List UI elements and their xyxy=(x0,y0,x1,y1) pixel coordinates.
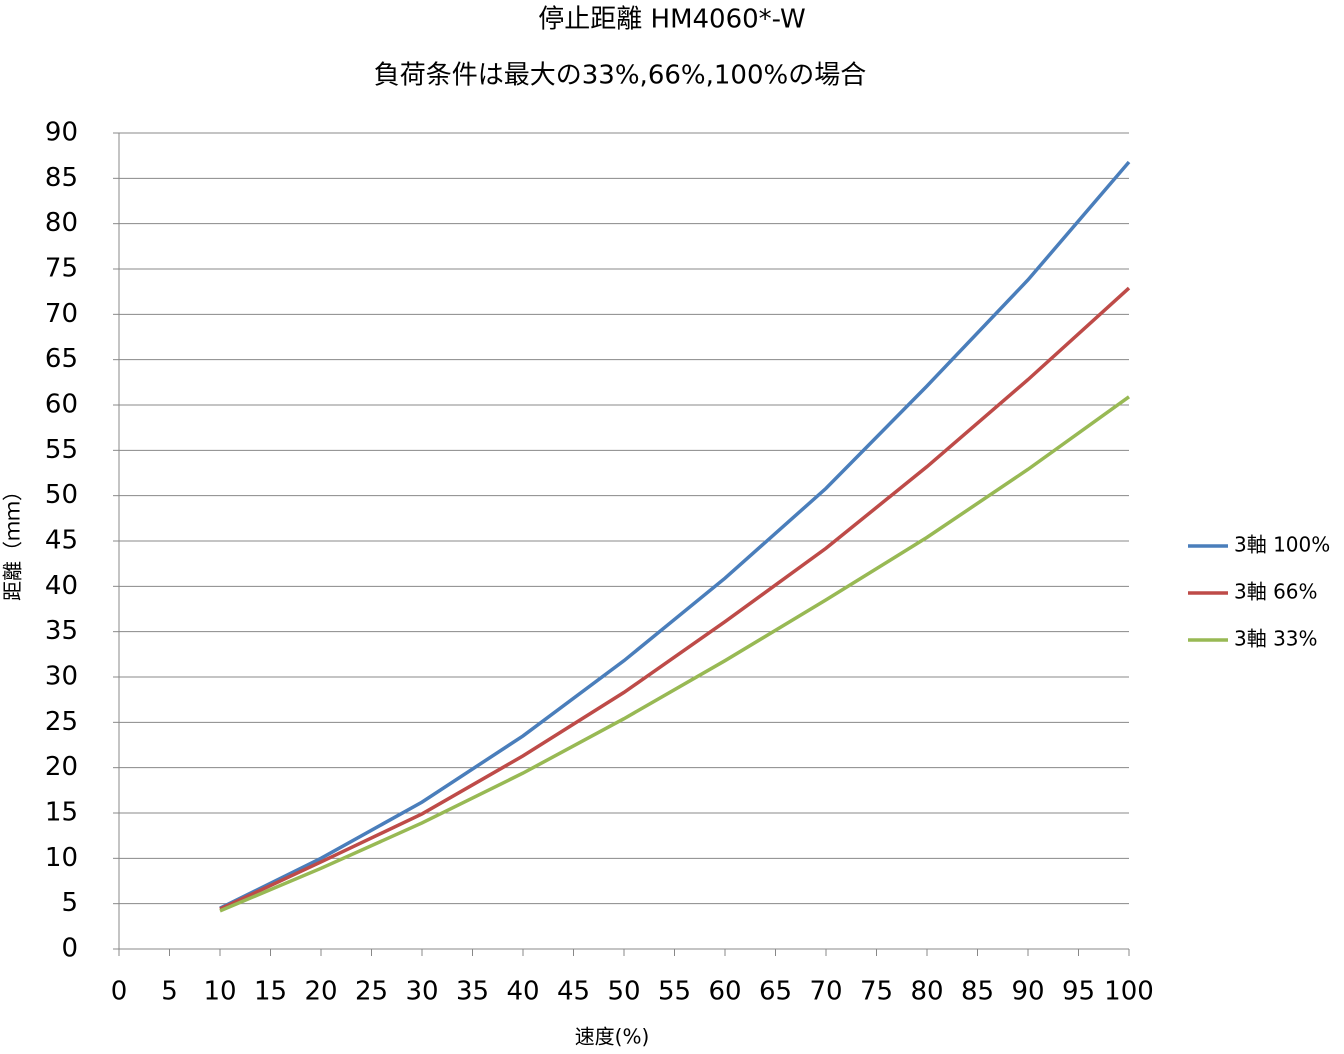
x-tick-label: 65 xyxy=(759,977,792,1007)
x-tick-label: 15 xyxy=(254,977,287,1007)
y-tick-label: 20 xyxy=(45,752,78,782)
y-tick-label: 25 xyxy=(45,707,78,737)
y-tick-label: 5 xyxy=(61,888,78,918)
y-tick-label: 45 xyxy=(45,526,78,556)
y-tick-label: 55 xyxy=(45,435,78,465)
y-tick-label: 85 xyxy=(45,163,78,193)
y-tick-label: 60 xyxy=(45,390,78,420)
chart-title: 停止距離 HM4060*-W xyxy=(538,5,805,35)
x-tick-label: 0 xyxy=(111,977,128,1007)
y-tick-label: 80 xyxy=(45,208,78,238)
legend-label: 3軸 33% xyxy=(1234,627,1318,651)
x-tick-label: 20 xyxy=(304,977,337,1007)
x-tick-label: 30 xyxy=(405,977,438,1007)
legend-label: 3軸 66% xyxy=(1234,580,1318,604)
series-line xyxy=(219,286,1131,911)
legend-label: 3軸 100% xyxy=(1234,533,1330,557)
x-axis-label: 速度(%) xyxy=(575,1025,650,1049)
x-tick-label: 75 xyxy=(860,977,893,1007)
x-tick-label: 85 xyxy=(961,977,994,1007)
x-tick-label: 10 xyxy=(203,977,236,1007)
x-tick-label: 100 xyxy=(1104,977,1154,1007)
x-tick-label: 40 xyxy=(506,977,539,1007)
y-tick-label: 10 xyxy=(45,843,78,873)
y-tick-label: 90 xyxy=(45,118,78,148)
x-tick-label: 70 xyxy=(809,977,842,1007)
x-tick-label: 25 xyxy=(355,977,388,1007)
series-line xyxy=(219,160,1131,910)
y-tick-label: 75 xyxy=(45,254,78,284)
x-tick-label: 95 xyxy=(1062,977,1095,1007)
series-line xyxy=(219,395,1131,913)
y-tick-label: 30 xyxy=(45,662,78,692)
y-tick-label: 40 xyxy=(45,571,78,601)
x-tick-label: 55 xyxy=(658,977,691,1007)
x-tick-label: 90 xyxy=(1011,977,1044,1007)
chart-subtitle: 負荷条件は最大の33%,66%,100%の場合 xyxy=(374,61,866,91)
y-tick-label: 35 xyxy=(45,616,78,646)
x-tick-label: 60 xyxy=(708,977,741,1007)
x-tick-label: 5 xyxy=(161,977,178,1007)
y-tick-label: 50 xyxy=(45,480,78,510)
y-tick-label: 70 xyxy=(45,299,78,329)
y-tick-label: 15 xyxy=(45,798,78,828)
y-tick-label: 0 xyxy=(61,934,78,964)
y-axis-label: 距離（ｍｍ） xyxy=(1,481,25,601)
x-tick-label: 80 xyxy=(910,977,943,1007)
y-tick-label: 65 xyxy=(45,344,78,374)
x-tick-label: 50 xyxy=(607,977,640,1007)
x-tick-label: 45 xyxy=(557,977,590,1007)
x-tick-label: 35 xyxy=(456,977,489,1007)
